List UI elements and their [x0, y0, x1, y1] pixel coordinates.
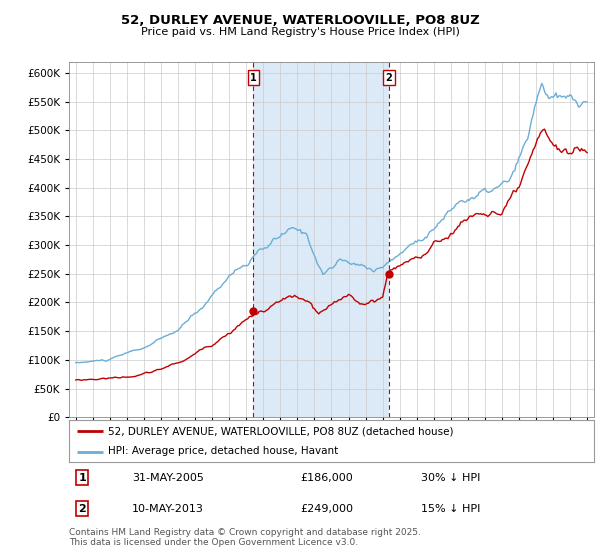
Text: 1: 1	[78, 473, 86, 483]
Text: 2: 2	[78, 504, 86, 514]
Text: 31-MAY-2005: 31-MAY-2005	[132, 473, 204, 483]
Text: 10-MAY-2013: 10-MAY-2013	[132, 504, 204, 514]
Text: HPI: Average price, detached house, Havant: HPI: Average price, detached house, Hava…	[109, 446, 338, 456]
Text: £186,000: £186,000	[300, 473, 353, 483]
Text: 1: 1	[250, 73, 257, 83]
Text: Price paid vs. HM Land Registry's House Price Index (HPI): Price paid vs. HM Land Registry's House …	[140, 27, 460, 37]
Text: 52, DURLEY AVENUE, WATERLOOVILLE, PO8 8UZ (detached house): 52, DURLEY AVENUE, WATERLOOVILLE, PO8 8U…	[109, 426, 454, 436]
Text: 2: 2	[385, 73, 392, 83]
Bar	[253, 62, 389, 417]
Text: 15% ↓ HPI: 15% ↓ HPI	[421, 504, 480, 514]
Text: 52, DURLEY AVENUE, WATERLOOVILLE, PO8 8UZ: 52, DURLEY AVENUE, WATERLOOVILLE, PO8 8U…	[121, 14, 479, 27]
Text: Contains HM Land Registry data © Crown copyright and database right 2025.
This d: Contains HM Land Registry data © Crown c…	[69, 528, 421, 547]
Text: 30% ↓ HPI: 30% ↓ HPI	[421, 473, 480, 483]
Text: £249,000: £249,000	[300, 504, 353, 514]
